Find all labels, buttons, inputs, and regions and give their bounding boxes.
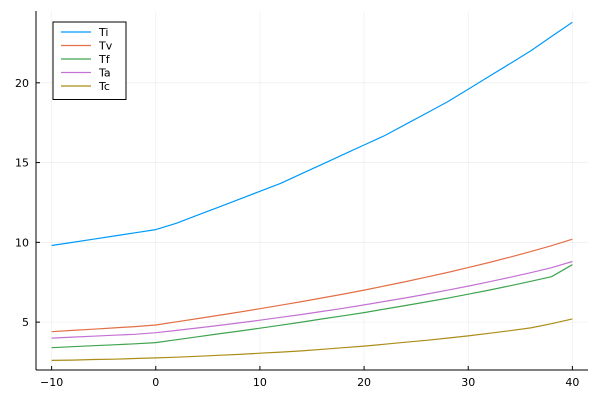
x-tick-label: −10 <box>40 376 63 389</box>
legend-label-ti: Ti <box>98 26 108 39</box>
x-tick-label: 0 <box>152 376 159 389</box>
series-line-ti <box>51 21 573 247</box>
y-tick-label: 20 <box>15 77 29 90</box>
x-tick-label: 10 <box>253 376 267 389</box>
series-line-tf <box>51 264 573 349</box>
series-line-tc <box>51 318 573 361</box>
y-tick-label: 10 <box>15 236 29 249</box>
x-axis-ticks: −10 0 10 20 30 40 <box>40 366 579 389</box>
series-lines <box>51 21 573 361</box>
legend-box <box>52 21 127 100</box>
x-tick-label: 40 <box>565 376 579 389</box>
legend-label-ta: Ta <box>98 67 111 80</box>
legend-label-tv: Tv <box>98 40 113 53</box>
x-tick-label: 20 <box>357 376 371 389</box>
series-line-tv <box>51 238 573 333</box>
y-tick-label: 15 <box>15 157 29 170</box>
legend-label-tf: Tf <box>98 53 111 66</box>
y-axis-ticks: 5 10 15 20 <box>15 77 40 329</box>
x-tick-label: 30 <box>461 376 475 389</box>
legend-label-tc: Tc <box>98 80 110 93</box>
y-tick-label: 5 <box>22 316 29 329</box>
series-line-ta <box>51 260 573 339</box>
axes <box>35 11 588 371</box>
grid-lines <box>36 11 588 370</box>
